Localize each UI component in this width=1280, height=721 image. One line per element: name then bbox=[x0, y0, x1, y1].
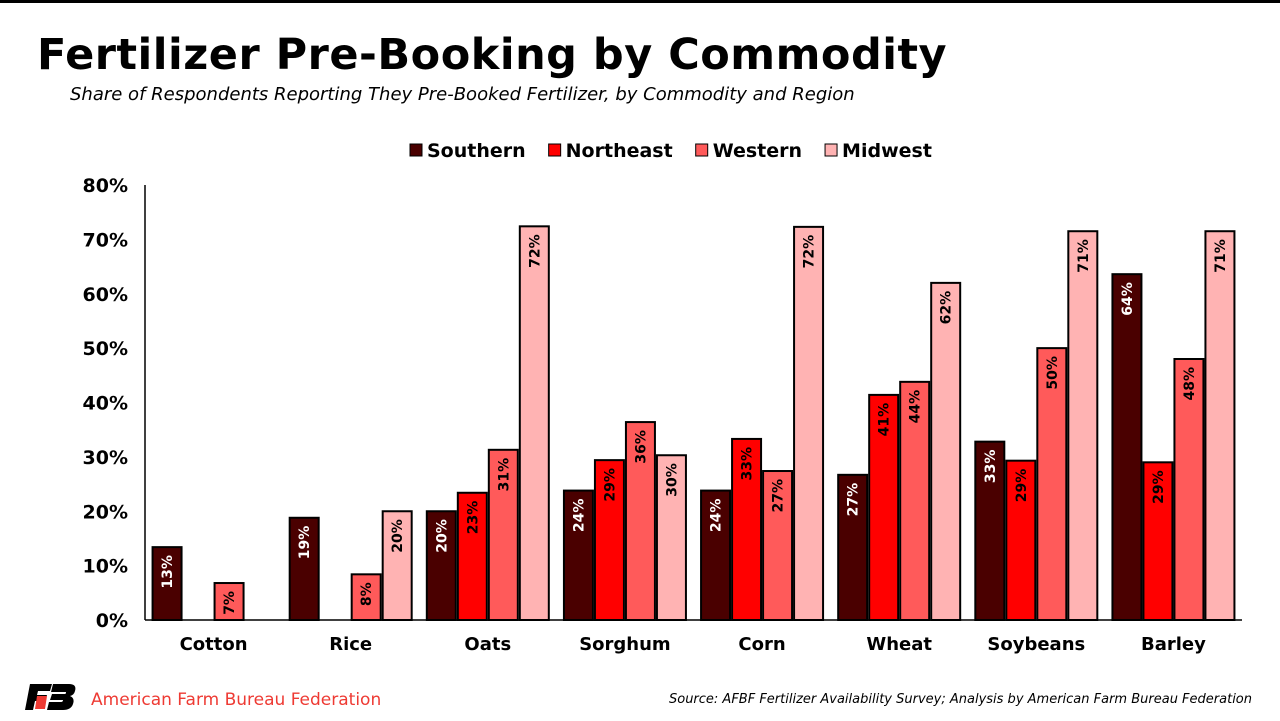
bar-southern-soybeans bbox=[974, 440, 1006, 621]
bar-southern-oats bbox=[425, 510, 457, 621]
data-label: 30% bbox=[664, 463, 680, 497]
bar-western-corn bbox=[762, 470, 794, 622]
legend-label: Northeast bbox=[566, 140, 673, 162]
y-tick-label: 40% bbox=[83, 393, 128, 415]
y-tick-label: 60% bbox=[83, 284, 128, 306]
y-tick-label: 0% bbox=[96, 610, 128, 632]
afbf-logo bbox=[25, 684, 76, 710]
bar-midwest-rice bbox=[381, 510, 413, 621]
data-label: 24% bbox=[571, 499, 587, 533]
x-tick-label: Sorghum bbox=[579, 634, 670, 655]
legend-swatch-southern bbox=[409, 143, 423, 157]
y-tick-label: 80% bbox=[83, 175, 128, 197]
x-tick-label: Corn bbox=[738, 634, 785, 655]
bar-northeast-corn bbox=[731, 437, 763, 621]
top-rule bbox=[0, 0, 1280, 3]
legend-label: Southern bbox=[427, 140, 526, 162]
data-label: 8% bbox=[359, 582, 375, 606]
data-label: 62% bbox=[939, 291, 955, 325]
bar-southern-barley bbox=[1111, 273, 1143, 621]
bar-western-oats bbox=[487, 448, 519, 621]
x-tick-label: Soybeans bbox=[987, 634, 1085, 655]
bar-midwest-sorghum bbox=[655, 454, 687, 621]
bar-southern-cotton bbox=[151, 546, 183, 622]
y-tick-label: 20% bbox=[83, 501, 128, 523]
legend-swatch-midwest bbox=[824, 143, 838, 157]
data-label: 41% bbox=[877, 403, 893, 437]
y-tick-label: 70% bbox=[83, 229, 128, 251]
data-label: 72% bbox=[802, 235, 818, 269]
y-tick-label: 30% bbox=[83, 447, 128, 469]
data-label: 72% bbox=[527, 234, 543, 268]
x-tick-label: Wheat bbox=[866, 634, 932, 655]
bar-western-rice bbox=[350, 573, 382, 622]
data-label: 31% bbox=[496, 458, 512, 492]
bar-midwest-corn bbox=[793, 225, 825, 621]
data-label: 71% bbox=[1213, 239, 1229, 273]
x-tick-label: Rice bbox=[329, 634, 372, 655]
data-label: 29% bbox=[1014, 469, 1030, 503]
chart-title: Fertilizer Pre-Booking by Commodity bbox=[37, 30, 948, 80]
data-label: 64% bbox=[1120, 282, 1136, 316]
bar-northeast-wheat bbox=[868, 393, 900, 622]
data-label: 33% bbox=[983, 450, 999, 484]
bar-southern-corn bbox=[700, 489, 732, 621]
bar-midwest-oats bbox=[518, 225, 550, 621]
legend-label: Midwest bbox=[842, 140, 932, 162]
bar-western-cotton bbox=[213, 582, 245, 622]
data-label: 29% bbox=[1151, 470, 1167, 504]
data-label: 13% bbox=[160, 555, 176, 589]
y-tick-label: 50% bbox=[83, 338, 128, 360]
data-label: 20% bbox=[434, 519, 450, 553]
x-tick-label: Cotton bbox=[180, 634, 248, 655]
y-tick-label: 10% bbox=[83, 556, 128, 578]
data-label: 27% bbox=[846, 483, 862, 517]
data-label: 23% bbox=[465, 501, 481, 535]
org-name: American Farm Bureau Federation bbox=[91, 690, 382, 710]
data-label: 24% bbox=[709, 499, 725, 533]
bar-southern-rice bbox=[288, 516, 320, 622]
bar-southern-wheat bbox=[837, 473, 869, 621]
data-label: 7% bbox=[222, 591, 238, 615]
legend-swatch-northeast bbox=[548, 143, 562, 157]
bar-southern-sorghum bbox=[562, 489, 594, 621]
bar-western-soybeans bbox=[1036, 347, 1068, 621]
bar-midwest-wheat bbox=[930, 281, 962, 621]
bar-western-barley bbox=[1173, 358, 1205, 621]
data-label: 33% bbox=[740, 447, 756, 481]
bar-northeast-barley bbox=[1142, 461, 1174, 621]
data-label: 27% bbox=[771, 479, 787, 513]
data-label: 44% bbox=[908, 390, 924, 424]
legend-swatch-western bbox=[695, 143, 709, 157]
data-label: 19% bbox=[297, 526, 313, 560]
bar-northeast-soybeans bbox=[1005, 459, 1037, 621]
bar-western-wheat bbox=[899, 380, 931, 621]
data-label: 50% bbox=[1045, 356, 1061, 390]
source-note: Source: AFBF Fertilizer Availability Sur… bbox=[668, 692, 1252, 707]
bar-western-sorghum bbox=[624, 421, 656, 622]
bar-northeast-sorghum bbox=[593, 459, 625, 622]
data-label: 48% bbox=[1182, 367, 1198, 401]
bar-midwest-soybeans bbox=[1067, 230, 1099, 621]
data-label: 20% bbox=[390, 519, 406, 553]
x-tick-label: Barley bbox=[1141, 634, 1206, 655]
x-tick-label: Oats bbox=[464, 634, 511, 655]
data-label: 71% bbox=[1076, 239, 1092, 273]
bar-northeast-oats bbox=[456, 491, 488, 622]
data-label: 36% bbox=[633, 430, 649, 464]
chart-subtitle: Share of Respondents Reporting They Pre-… bbox=[70, 84, 855, 105]
data-label: 29% bbox=[602, 468, 618, 502]
legend-label: Western bbox=[713, 140, 802, 162]
bar-midwest-barley bbox=[1204, 230, 1236, 621]
